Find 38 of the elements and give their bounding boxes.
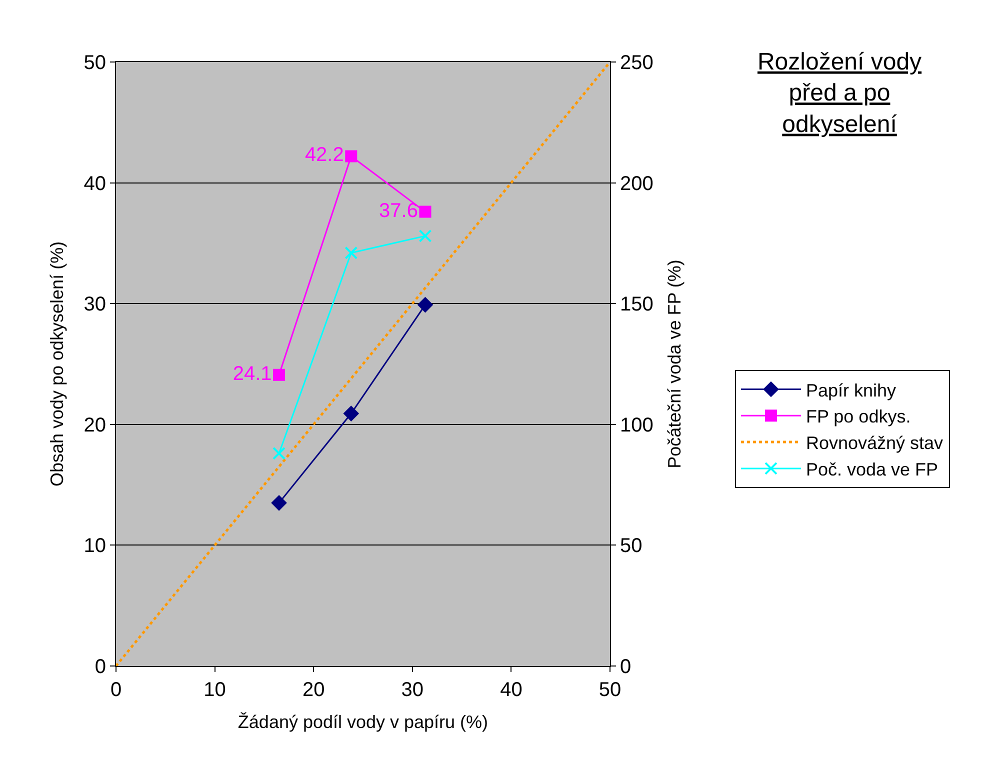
point	[418, 297, 433, 312]
legend-label: Papír knihy	[806, 380, 896, 400]
point	[419, 206, 432, 218]
y-axis-title: Obsah vody po odkyselení (%)	[46, 241, 67, 487]
y2-tick-label: 200	[620, 172, 654, 195]
y2-axis-title: Počáteční voda ve FP (%)	[664, 260, 684, 468]
x-tick-label: 20	[302, 679, 325, 701]
point	[272, 495, 287, 510]
point	[418, 229, 432, 242]
x-tick-label: 10	[204, 679, 226, 701]
y-tick-label: 30	[84, 294, 106, 316]
point	[272, 446, 286, 460]
y2-tick-label: 0	[620, 656, 632, 678]
point	[345, 150, 358, 162]
x-tick-label: 0	[110, 679, 122, 701]
x-tick-label: 50	[598, 679, 622, 701]
y-tick-label: 20	[84, 414, 106, 436]
data-label: 37.6	[379, 200, 418, 222]
y2-tick-label: 50	[620, 535, 642, 558]
legend-label: FP po odkys.	[806, 406, 911, 427]
text: Rozložení vody před a po odkyselení	[757, 48, 922, 138]
x-axis-title: Žádaný podíl vody v papíru (%)	[238, 712, 488, 732]
point	[344, 246, 358, 260]
legend-label: Poč. voda ve FP	[806, 459, 938, 480]
legend-label: Rovnovážný stav	[806, 433, 944, 454]
y2-tick-label: 100	[620, 414, 654, 436]
y2-tick-label: 250	[620, 52, 654, 74]
data-label: 42.2	[304, 144, 344, 166]
point	[273, 368, 286, 381]
x-tick-label: 30	[401, 679, 424, 701]
data-label: 24.1	[232, 362, 272, 385]
y2-tick-label: 150	[620, 294, 654, 316]
y-tick-label: 0	[94, 656, 106, 678]
y-tick-label: 40	[84, 172, 106, 195]
x-tick-label: 40	[500, 679, 522, 701]
point	[344, 406, 359, 422]
y-tick-label: 50	[84, 52, 106, 74]
y-tick-label: 10	[84, 535, 106, 558]
